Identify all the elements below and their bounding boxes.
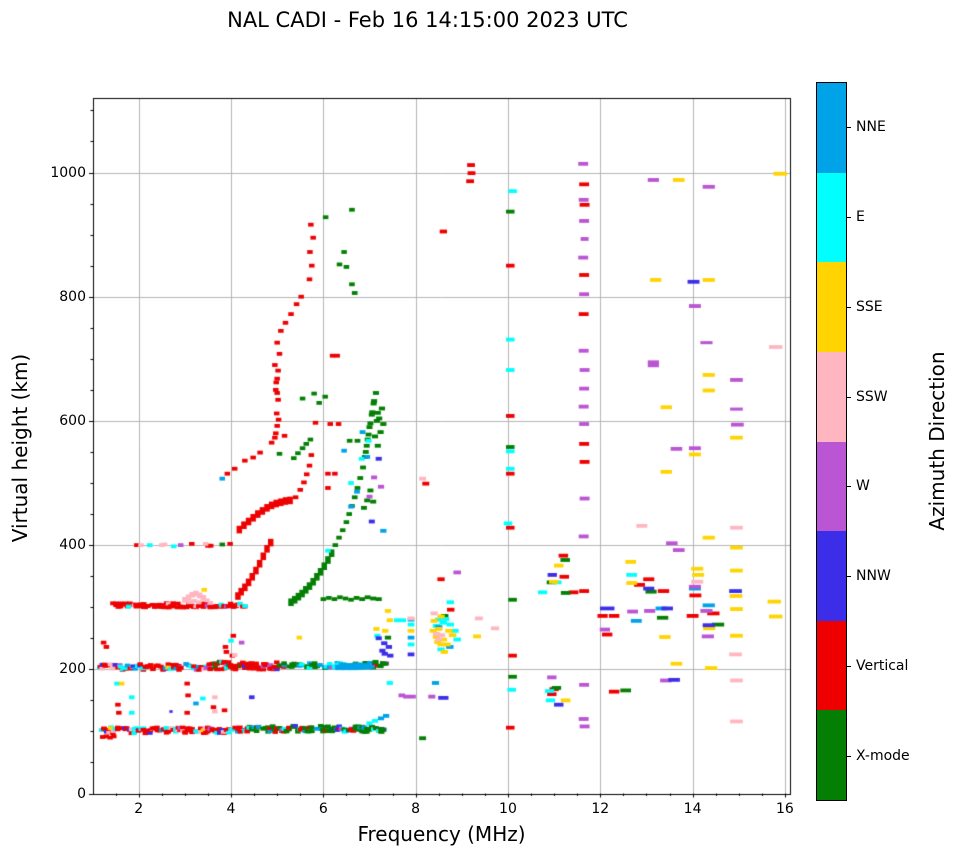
colorbar-segment-ssw [817, 351, 846, 442]
colorbar-tick [847, 486, 851, 488]
colorbar-tick-label: NNE [856, 118, 886, 135]
colorbar-segment-vertical [817, 620, 846, 711]
colorbar-tick-label: SSW [856, 388, 888, 405]
colorbar [816, 82, 847, 801]
colorbar-tick [847, 306, 851, 308]
colorbar-tick [847, 216, 851, 218]
x-tick-label: 14 [683, 801, 702, 817]
x-tick-label: 8 [411, 801, 421, 817]
x-tick-label: 12 [591, 801, 610, 817]
y-tick-label: 800 [59, 288, 86, 305]
colorbar-tick-label: X-mode [856, 748, 910, 765]
x-tick-label: 6 [318, 801, 328, 817]
y-tick-label: 400 [59, 537, 86, 554]
y-tick-label: 200 [59, 661, 86, 678]
colorbar-segment-x-mode [817, 710, 846, 800]
colorbar-tick [847, 126, 851, 128]
x-tick-label: 16 [776, 801, 794, 817]
colorbar-tick [847, 396, 851, 398]
y-axis-label: Virtual height (km) [8, 353, 32, 543]
x-tick-label: 4 [226, 801, 236, 817]
colorbar-tick-label: Vertical [856, 658, 909, 675]
colorbar-segment-sse [817, 262, 846, 352]
colorbar-tick-label: NNW [856, 568, 891, 585]
colorbar-segment-w [817, 441, 846, 532]
colorbar-tick-label: E [856, 208, 865, 225]
x-tick-label: 2 [134, 801, 144, 817]
y-tick-label: 600 [59, 412, 86, 429]
colorbar-tick [847, 756, 851, 758]
x-tick-label: 10 [499, 801, 517, 817]
colorbar-segment-nnw [817, 531, 846, 621]
colorbar-tick-label: W [856, 478, 870, 495]
colorbar-tick [847, 576, 851, 578]
y-tick-label: 0 [77, 785, 86, 802]
colorbar-tick [847, 666, 851, 668]
colorbar-label: Azimuth Direction [925, 351, 949, 531]
y-tick-label: 1000 [50, 164, 86, 181]
x-axis-label: Frequency (MHz) [357, 822, 526, 846]
colorbar-segment-nne [817, 83, 846, 173]
colorbar-tick-label: SSE [856, 298, 883, 315]
colorbar-segment-e [817, 172, 846, 263]
